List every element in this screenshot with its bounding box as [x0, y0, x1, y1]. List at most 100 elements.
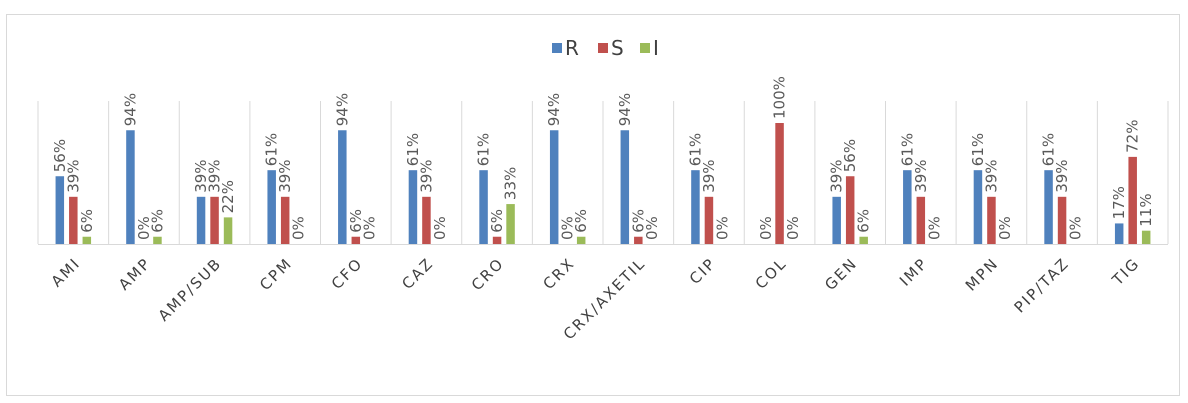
data-label: 56%	[841, 139, 859, 172]
data-label: 39%	[192, 159, 210, 192]
bar-s-col	[775, 123, 784, 244]
bar-i-cro	[506, 204, 515, 244]
bar-i-amp	[153, 236, 162, 244]
bar-r-cro	[479, 170, 488, 244]
data-label: 0%	[643, 216, 661, 240]
category-label: COL	[752, 254, 791, 293]
bar-s-amp-sub	[210, 196, 219, 244]
bar-i-amp-sub	[223, 217, 233, 244]
data-label: 0%	[925, 216, 943, 240]
data-label: 61%	[475, 133, 493, 166]
category-label: AMP	[115, 254, 155, 294]
bar-r-crx	[549, 130, 559, 244]
data-label: 0%	[360, 216, 378, 240]
data-label: 39%	[700, 159, 718, 192]
category-label: CAZ	[398, 254, 437, 293]
bar-s-pip-taz	[1057, 196, 1067, 244]
bar-r-amp-sub	[196, 196, 206, 244]
bar-r-pip-taz	[1044, 170, 1053, 244]
data-label: 17%	[1110, 186, 1128, 219]
bar-r-tig	[1114, 223, 1124, 244]
bar-i-ami	[82, 236, 92, 244]
bar-s-caz	[422, 196, 431, 244]
data-label: 61%	[404, 133, 422, 166]
data-label: 0%	[784, 216, 802, 240]
bar-s-cro	[492, 236, 502, 244]
data-label: 61%	[969, 133, 987, 166]
bar-i-gen	[859, 236, 868, 244]
bar-s-imp	[916, 196, 926, 244]
data-label: 61%	[263, 133, 281, 166]
data-label: 0%	[996, 216, 1014, 240]
bar-s-cip	[704, 196, 714, 244]
data-label: 6%	[347, 209, 365, 233]
category-label: CRO	[468, 254, 508, 294]
data-label: 0%	[713, 216, 731, 240]
data-label: 61%	[1040, 133, 1058, 166]
legend-label-i: I	[653, 36, 659, 60]
category-label: AMI	[48, 254, 85, 291]
bar-s-crx-axetil	[634, 236, 643, 244]
data-label: 72%	[1124, 120, 1142, 153]
bar-r-cpm	[267, 170, 276, 244]
bar-s-cpm	[280, 196, 290, 244]
data-label: 6%	[572, 209, 590, 233]
data-label: 94%	[333, 93, 351, 126]
bar-r-ami	[55, 176, 65, 244]
bar-i-tig	[1141, 230, 1151, 244]
data-label: 0%	[431, 216, 449, 240]
bar-r-crx-axetil	[620, 130, 630, 244]
data-label: 6%	[148, 209, 166, 233]
legend-swatch-s	[598, 43, 608, 53]
data-label: 0%	[757, 216, 775, 240]
data-label: 6%	[488, 209, 506, 233]
legend-swatch-r	[552, 43, 562, 53]
category-label: IMP	[896, 254, 932, 290]
data-label: 94%	[616, 93, 634, 126]
legend-label-r: R	[565, 36, 579, 60]
bar-r-cfo	[338, 130, 347, 244]
data-label: 61%	[686, 133, 704, 166]
data-label: 39%	[982, 159, 1000, 192]
bar-s-tig	[1128, 156, 1137, 244]
data-label: 11%	[1137, 193, 1155, 226]
category-label: CFO	[328, 254, 367, 293]
bar-s-cfo	[351, 236, 361, 244]
category-label: CRX	[540, 254, 579, 293]
data-label: 94%	[545, 93, 563, 126]
data-label: 39%	[912, 159, 930, 192]
data-label: 0%	[290, 216, 308, 240]
category-label: MPN	[962, 254, 1002, 294]
bar-r-cip	[691, 170, 700, 244]
data-label: 39%	[64, 159, 82, 192]
bar-s-ami	[69, 196, 78, 244]
bar-r-imp	[903, 170, 912, 244]
bar-s-mpn	[987, 196, 996, 244]
data-label: 61%	[898, 133, 916, 166]
category-label: CPM	[256, 254, 296, 294]
category-label: CIP	[686, 254, 720, 288]
data-label: 39%	[206, 159, 224, 192]
data-label: 33%	[502, 167, 520, 200]
data-label: 39%	[828, 159, 846, 192]
category-label: PIP/TAZ	[1011, 254, 1073, 316]
bar-s-gen	[845, 176, 855, 244]
data-label: 56%	[51, 139, 69, 172]
data-label: 6%	[629, 209, 647, 233]
data-label: 39%	[276, 159, 294, 192]
category-label: TIG	[1108, 254, 1144, 290]
bar-r-amp	[126, 130, 135, 244]
bar-r-mpn	[973, 170, 983, 244]
bar-i-crx	[576, 236, 586, 244]
bar-r-gen	[832, 196, 841, 244]
legend-label-s: S	[611, 36, 624, 60]
data-label: 100%	[771, 76, 789, 119]
category-label: AMP/SUB	[155, 254, 226, 325]
bar-r-caz	[408, 170, 418, 244]
legend-swatch-i	[640, 43, 650, 53]
data-label: 39%	[1053, 159, 1071, 192]
data-label: 39%	[417, 159, 435, 192]
category-label: GEN	[821, 254, 861, 294]
data-label: 22%	[219, 180, 237, 213]
